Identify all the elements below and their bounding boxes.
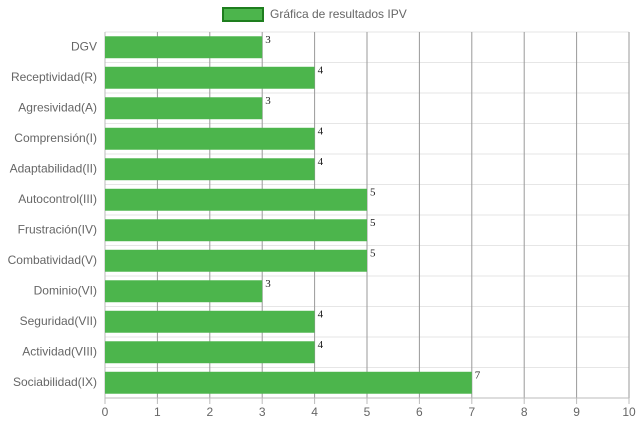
bar <box>105 341 315 364</box>
y-tick-label: Sociabilidad(IX) <box>13 375 97 389</box>
value-label: 5 <box>370 247 376 259</box>
bar <box>105 188 367 211</box>
x-tick-label: 1 <box>154 405 161 419</box>
x-tick-label: 8 <box>521 405 528 419</box>
value-label: 4 <box>318 125 324 137</box>
x-tick-label: 6 <box>416 405 423 419</box>
bar <box>105 158 315 181</box>
y-tick-label: Combatividad(V) <box>8 253 97 267</box>
bar <box>105 97 263 120</box>
x-tick-label: 4 <box>311 405 318 419</box>
y-tick-label: DGV <box>71 39 97 53</box>
y-tick-label: Adaptabilidad(II) <box>10 161 97 175</box>
x-tick-label: 0 <box>102 405 109 419</box>
value-label: 4 <box>318 308 324 320</box>
bar <box>105 36 263 59</box>
bar <box>105 249 367 272</box>
y-tick-label: Autocontrol(III) <box>18 192 97 206</box>
y-tick-label: Frustración(IV) <box>18 222 97 236</box>
x-tick-label: 7 <box>468 405 475 419</box>
value-label: 3 <box>265 34 271 46</box>
x-tick-label: 3 <box>259 405 266 419</box>
value-label: 7 <box>475 369 481 381</box>
y-tick-label: Agresividad(A) <box>18 100 97 114</box>
x-tick-label: 9 <box>573 405 580 419</box>
legend-label: Gráfica de resultados IPV <box>270 7 407 21</box>
bar <box>105 280 263 303</box>
value-label: 3 <box>265 278 271 290</box>
y-tick-label: Seguridad(VII) <box>20 314 97 328</box>
value-label: 4 <box>318 156 324 168</box>
value-label: 4 <box>318 339 324 351</box>
bar <box>105 371 472 394</box>
value-label: 4 <box>318 64 324 76</box>
y-tick-label: Dominio(VI) <box>34 283 97 297</box>
legend-swatch <box>222 7 264 22</box>
x-tick-label: 5 <box>364 405 371 419</box>
value-label: 5 <box>370 217 376 229</box>
value-label: 5 <box>370 186 376 198</box>
bar <box>105 66 315 89</box>
x-tick-label: 10 <box>622 405 636 419</box>
y-tick-label: Actividad(VIII) <box>22 344 97 358</box>
x-tick-label: 2 <box>206 405 213 419</box>
y-tick-label: Comprensión(I) <box>14 131 97 145</box>
value-label: 3 <box>265 95 271 107</box>
bar <box>105 310 315 333</box>
y-tick-label: Receptividad(R) <box>11 70 97 84</box>
bar <box>105 127 315 150</box>
bar <box>105 219 367 242</box>
